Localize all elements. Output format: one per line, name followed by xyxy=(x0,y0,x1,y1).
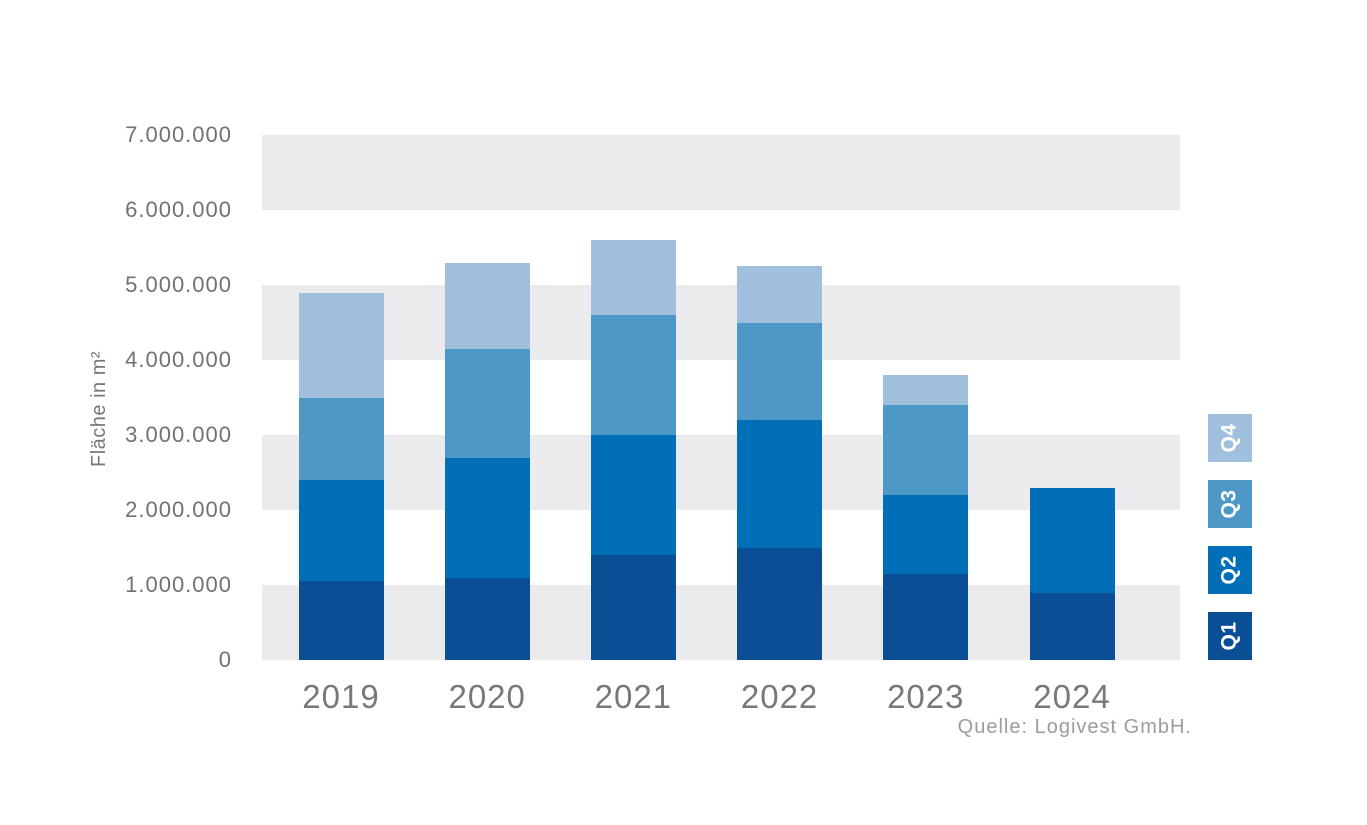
bar-segment-2024-q2 xyxy=(1029,487,1115,593)
legend-label-q3: Q3 xyxy=(1217,489,1241,519)
legend-label-q1: Q1 xyxy=(1217,621,1241,651)
bar-segment-2023-q4 xyxy=(883,375,969,405)
x-axis-label-2021: 2021 xyxy=(594,678,673,715)
legend-item-q1: Q1 xyxy=(1208,612,1252,660)
bar-segment-2019-q1 xyxy=(298,581,384,660)
y-tick-label: 0 xyxy=(218,647,232,672)
bar-segment-2020-q2 xyxy=(444,457,530,578)
bar-segment-2021-q1 xyxy=(590,555,676,660)
legend-item-q4: Q4 xyxy=(1208,414,1252,462)
x-axis-label-2024: 2024 xyxy=(1033,678,1111,715)
bar-segment-2020-q3 xyxy=(444,348,530,458)
x-axis-label-2019: 2019 xyxy=(302,678,380,715)
bar-segment-2021-q2 xyxy=(590,435,676,555)
bar-segment-2019-q2 xyxy=(298,480,384,582)
grid-band xyxy=(262,135,1180,210)
grid-band xyxy=(262,435,1180,510)
legend-label-q4: Q4 xyxy=(1217,423,1241,453)
bar-segment-2019-q3 xyxy=(298,397,384,480)
plot-area xyxy=(262,135,1180,660)
bar-segment-2023-q1 xyxy=(883,573,969,660)
y-tick-label: 6.000.000 xyxy=(125,197,232,222)
grid-band xyxy=(262,510,1180,585)
bar-segment-2023-q3 xyxy=(883,405,969,495)
y-tick-label: 1.000.000 xyxy=(125,572,232,597)
x-axis-label-2020: 2020 xyxy=(448,678,526,715)
y-tick-label: 7.000.000 xyxy=(125,122,232,147)
x-axis-label-2023: 2023 xyxy=(887,678,965,715)
legend-item-q3: Q3 xyxy=(1208,480,1252,528)
grid-band xyxy=(262,585,1180,660)
grid-band xyxy=(262,360,1180,435)
legend-label-q2: Q2 xyxy=(1217,555,1241,585)
legend-item-q2: Q2 xyxy=(1208,546,1252,594)
bar-segment-2022-q3 xyxy=(737,322,823,420)
bar-segment-2019-q4 xyxy=(298,292,384,398)
y-tick-label: 3.000.000 xyxy=(125,422,232,447)
bar-segment-2024-q1 xyxy=(1029,592,1115,660)
bar-segment-2022-q4 xyxy=(737,266,823,323)
grid-band xyxy=(262,285,1180,360)
bar-segment-2022-q1 xyxy=(737,547,823,660)
bar-segment-2023-q2 xyxy=(883,495,969,574)
bar-segment-2020-q1 xyxy=(444,577,530,660)
bar-segment-2022-q2 xyxy=(737,420,823,548)
y-tick-label: 2.000.000 xyxy=(125,497,232,522)
bar-segment-2020-q4 xyxy=(444,262,530,349)
source-caption: Quelle: Logivest GmbH. xyxy=(957,716,1192,738)
y-tick-label: 5.000.000 xyxy=(125,272,232,297)
x-axis-label-2022: 2022 xyxy=(740,678,819,715)
bar-segment-2021-q3 xyxy=(590,315,676,435)
grid-band xyxy=(262,210,1180,285)
bar-segment-2021-q4 xyxy=(590,240,676,315)
y-tick-label: 4.000.000 xyxy=(125,347,232,372)
